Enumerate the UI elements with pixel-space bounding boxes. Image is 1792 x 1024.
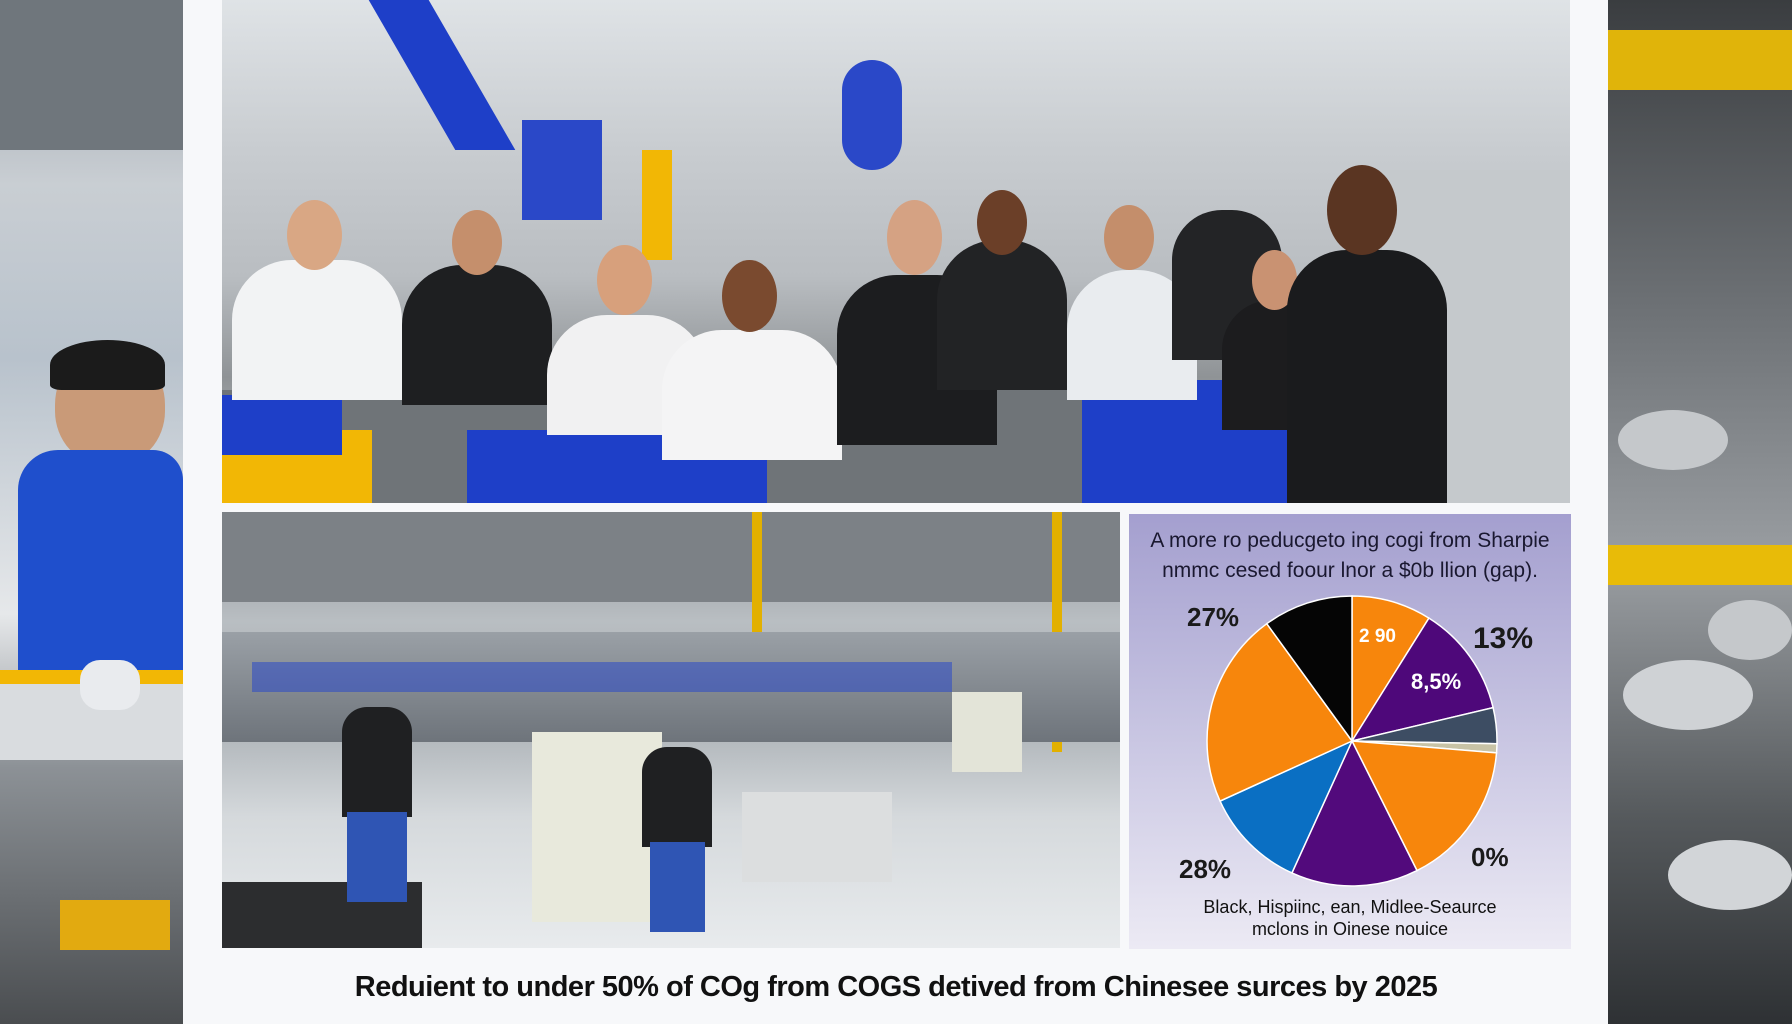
pie-slice-8	[1206, 622, 1354, 803]
label-top-inner: 2 90	[1359, 626, 1396, 647]
worker-closeup-photo	[0, 0, 183, 1024]
pie-slice-6	[1290, 739, 1419, 887]
label-bottom-left: 28%	[1179, 854, 1232, 884]
marker-caps-closeup-photo	[1608, 0, 1792, 1024]
chart-legend: Black, Hispiinc, ean, Midlee-Seaurce mcl…	[1129, 896, 1571, 940]
pie-chart	[1206, 595, 1498, 887]
legend-line-2: mclons in Oinese nouice	[1251, 919, 1449, 939]
chart-title: A more ro peducgeto ing cogi from Sharpi…	[1129, 526, 1571, 586]
pie-slice-2	[1350, 617, 1495, 743]
label-top-right: 13%	[1473, 622, 1534, 655]
pie-slice-9	[1265, 595, 1353, 744]
pie-slice-1	[1351, 595, 1430, 744]
label-bottom-right: 0%	[1471, 842, 1509, 872]
team-on-production-line-photo	[222, 0, 1570, 503]
chart-title-line-2: nmmc cesed foour lnor a $0b llion (gap).	[1162, 559, 1538, 582]
caption: Reduient to under 50% of COg from COGS d…	[354, 971, 1438, 1003]
legend-line-1: Black, Hispiinc, ean, Midlee-Seaurce	[1203, 897, 1497, 917]
label-right-inner: 8,5%	[1411, 669, 1462, 694]
factory-floor-photo	[222, 512, 1120, 948]
label-top-left: 27%	[1187, 602, 1240, 632]
pie-chart-panel: A more ro peducgeto ing cogi from Sharpi…	[1129, 514, 1571, 949]
pie-slice-7	[1219, 739, 1354, 874]
pie-slice-5	[1350, 740, 1498, 872]
chart-title-line-1: A more ro peducgeto ing cogi from Sharpi…	[1150, 529, 1550, 552]
